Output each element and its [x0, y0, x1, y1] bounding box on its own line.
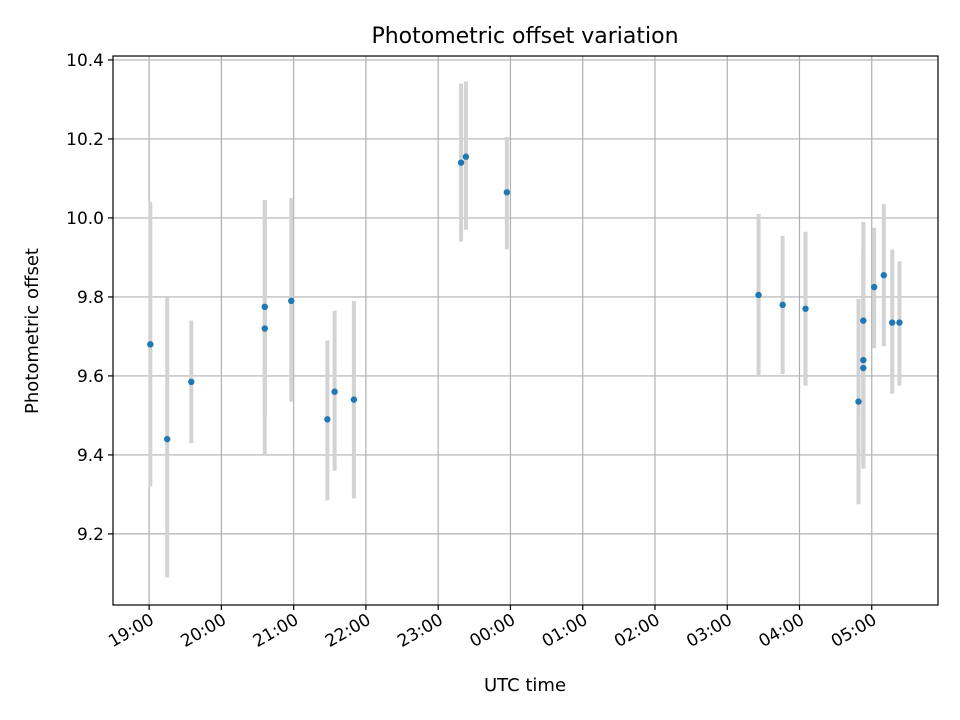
y-tick-label: 9.2 [77, 525, 104, 545]
x-tick-label: 01:00 [539, 610, 591, 652]
data-points [147, 153, 903, 443]
chart-title: Photometric offset variation [371, 24, 678, 49]
x-tick-label: 04:00 [756, 610, 808, 652]
y-tick-label: 10.2 [66, 130, 104, 150]
data-point [288, 297, 295, 305]
data-point [350, 396, 358, 403]
data-point [755, 291, 762, 299]
data-point [896, 319, 903, 326]
x-tick-label: 20:00 [177, 610, 229, 652]
data-point [147, 341, 154, 348]
y-tick-label: 9.6 [77, 367, 104, 387]
data-point [503, 189, 511, 196]
data-point [457, 159, 465, 166]
data-point [860, 317, 867, 324]
data-point [261, 303, 268, 311]
data-point [331, 388, 338, 395]
x-tick-label: 22:00 [322, 610, 374, 652]
data-point [855, 398, 862, 405]
data-point [779, 301, 786, 309]
data-point [860, 364, 867, 372]
data-point [324, 416, 331, 423]
x-tick-label: 05:00 [828, 610, 880, 652]
y-tick-label: 9.4 [77, 446, 104, 466]
x-tick-label: 21:00 [250, 610, 302, 652]
data-point [889, 319, 896, 326]
grid-lines [113, 56, 938, 605]
data-point [880, 272, 888, 279]
y-tick-label: 10.0 [66, 209, 104, 229]
data-point [802, 305, 809, 312]
x-tick-label: 02:00 [611, 610, 663, 652]
x-axis-label: UTC time [484, 675, 566, 696]
data-point [188, 378, 195, 386]
data-point [870, 283, 878, 291]
y-tick-label: 10.4 [66, 51, 104, 71]
x-tick-label: 03:00 [683, 610, 735, 652]
x-tick-label: 23:00 [394, 610, 446, 652]
y-axis-label: Photometric offset [22, 248, 43, 414]
x-tick-label: 00:00 [467, 610, 519, 652]
x-tick-label: 19:00 [105, 610, 157, 652]
data-point [163, 435, 171, 443]
data-point [462, 153, 470, 160]
data-point [261, 325, 268, 332]
plot-frame [112, 55, 939, 606]
data-point [860, 356, 867, 364]
y-tick-label: 9.8 [77, 288, 104, 308]
